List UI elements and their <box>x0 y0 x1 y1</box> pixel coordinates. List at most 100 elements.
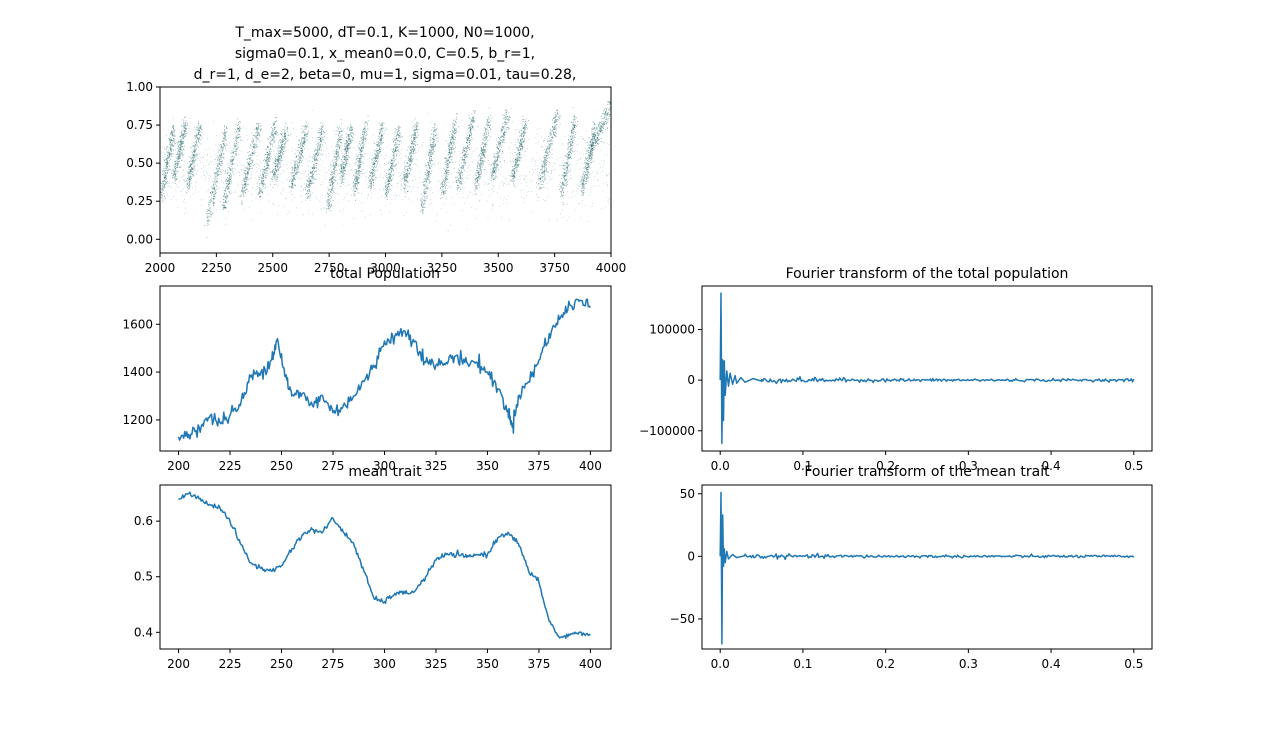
scatter-point <box>265 171 267 173</box>
scatter-point <box>404 174 405 175</box>
scatter-point <box>460 181 462 183</box>
scatter-point <box>312 170 314 172</box>
scatter-point <box>181 132 182 134</box>
scatter-point <box>166 160 168 162</box>
scatter-point <box>322 144 324 146</box>
scatter-point <box>469 135 471 136</box>
scatter-point <box>349 146 351 148</box>
scatter-point <box>174 166 176 168</box>
scatter-point <box>390 169 392 171</box>
scatter-point <box>346 151 347 153</box>
scatter-point <box>371 165 373 167</box>
scatter-point <box>212 192 214 194</box>
scatter-point <box>260 196 262 198</box>
scatter-point <box>351 142 353 143</box>
scatter-point <box>259 187 260 189</box>
scatter-point <box>195 135 197 137</box>
scatter-point <box>446 178 448 180</box>
scatter-point <box>230 173 232 175</box>
scatter-point <box>195 150 196 152</box>
scatter-point <box>292 180 294 182</box>
scatter-point <box>463 162 465 164</box>
scatter-point <box>404 180 406 182</box>
scatter-point <box>220 153 222 155</box>
scatter-point <box>197 133 199 135</box>
scatter-point <box>273 161 275 163</box>
scatter-point <box>452 137 454 139</box>
scatter-point <box>355 181 357 182</box>
scatter-point <box>412 151 414 153</box>
scatter-point <box>466 134 468 136</box>
scatter-point <box>291 179 293 181</box>
scatter-point <box>272 135 274 137</box>
scatter-point <box>471 133 473 135</box>
scatter-point <box>320 138 322 140</box>
scatter-point <box>385 191 387 193</box>
scatter-point <box>345 160 347 162</box>
scatter-point <box>364 131 366 133</box>
scatter-point <box>164 170 166 171</box>
scatter-point <box>274 173 276 175</box>
scatter-point <box>265 177 266 179</box>
scatter-point <box>233 147 235 149</box>
scatter-point <box>166 178 167 180</box>
scatter-point <box>210 201 211 203</box>
scatter-point <box>234 143 235 144</box>
scatter-point <box>180 160 182 161</box>
scatter-point <box>448 156 450 158</box>
scatter-point <box>181 153 183 155</box>
scatter-point <box>396 131 398 133</box>
scatter-point <box>471 119 472 121</box>
scatter-point <box>430 141 432 143</box>
scatter-point <box>329 179 330 181</box>
scatter-point <box>380 138 382 140</box>
scatter-point <box>255 137 256 139</box>
scatter-point <box>281 145 283 147</box>
scatter-point <box>177 162 179 164</box>
scatter-point <box>252 142 254 144</box>
scatter-point <box>294 168 296 169</box>
scatter-point <box>421 204 422 206</box>
scatter-point <box>461 159 463 160</box>
scatter-point <box>302 150 303 152</box>
scatter-point <box>227 171 229 173</box>
scatter-point <box>231 152 233 154</box>
scatter-point <box>377 144 379 146</box>
scatter-point <box>413 137 415 139</box>
scatter-point <box>405 179 407 181</box>
scatter-point <box>346 141 348 143</box>
scatter-point <box>177 145 179 147</box>
scatter-point <box>178 140 180 142</box>
scatter-point <box>329 183 331 185</box>
scatter-point <box>188 182 190 184</box>
scatter-point <box>291 178 293 180</box>
scatter-point <box>214 180 216 182</box>
scatter-point <box>246 180 248 182</box>
scatter-point <box>189 160 191 162</box>
scatter-point <box>236 136 238 138</box>
scatter-point <box>319 144 321 146</box>
scatter-title-line-2: sigma0=0.1, x_mean0=0.0, C=0.5, b_r=1, <box>235 46 535 62</box>
scatter-point <box>332 182 333 184</box>
scatter-point <box>360 154 362 156</box>
scatter-point <box>431 149 433 151</box>
scatter-point <box>307 133 308 135</box>
scatter-point <box>269 160 271 162</box>
scatter-point <box>183 137 184 139</box>
scatter-point <box>370 181 372 183</box>
scatter-point <box>166 162 168 164</box>
scatter-point <box>166 158 168 159</box>
scatter-point <box>234 156 235 158</box>
scatter-point <box>259 196 260 197</box>
scatter-point <box>358 164 360 166</box>
scatter-point <box>430 157 432 159</box>
scatter-point <box>442 184 444 186</box>
scatter-point <box>309 180 310 181</box>
scatter-point <box>247 168 248 170</box>
scatter-point <box>188 184 189 186</box>
scatter-point <box>341 169 343 171</box>
scatter-point <box>470 121 472 123</box>
scatter-point <box>199 135 201 137</box>
scatter-point <box>247 183 249 185</box>
scatter-point <box>262 183 264 185</box>
